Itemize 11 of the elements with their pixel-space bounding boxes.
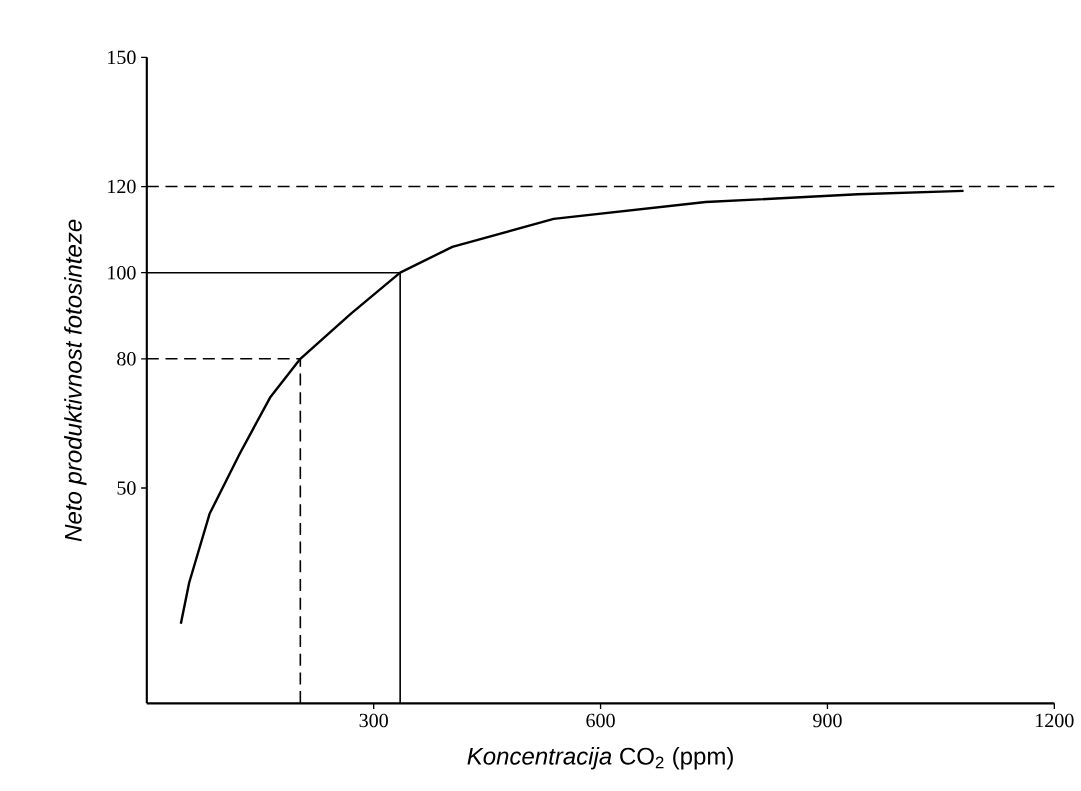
x-axis-title: Koncentracija CO$_{2}$ (ppm)	[467, 746, 733, 770]
y-tick-label: 50	[117, 481, 136, 495]
y-tick-label: 120	[108, 179, 136, 194]
x-tick-label: 900	[813, 713, 842, 728]
y-tick-label: 100	[108, 265, 136, 280]
x-tick-label: 1200	[1036, 713, 1074, 728]
x-tick-label: 600	[586, 713, 615, 728]
x-tick-label: 300	[359, 713, 388, 728]
y-tick-label: 80	[117, 351, 136, 366]
y-tick-label: 150	[108, 50, 136, 64]
y-axis-title: Neto produktivnost fotosinteze	[64, 219, 87, 541]
